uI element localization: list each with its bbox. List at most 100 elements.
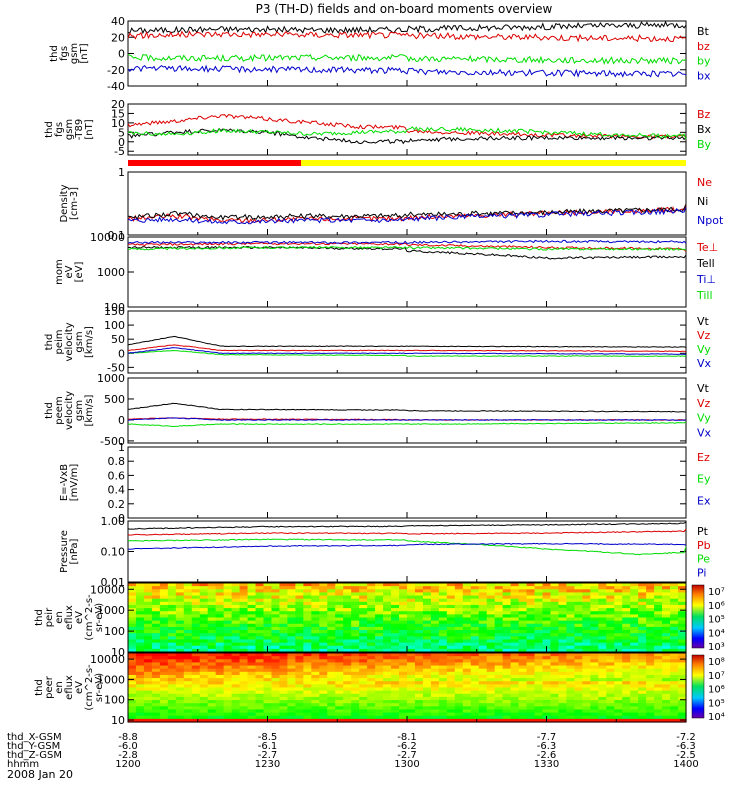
spectrogram-cell: [430, 642, 440, 647]
spectrogram-cell: [558, 633, 568, 637]
spectrogram-cell: [534, 690, 544, 695]
spectrogram-cell: [638, 684, 647, 689]
spectrogram-cell: [343, 706, 352, 711]
spectrogram-cell: [391, 671, 400, 676]
spectrogram-cell: [574, 633, 583, 637]
spectrogram-cell: [526, 611, 536, 615]
spectrogram-cell: [135, 592, 145, 597]
spectrogram-cell: [359, 693, 368, 698]
spectrogram-cell: [279, 642, 289, 647]
spectrogram-cell: [462, 653, 472, 657]
spectrogram-cell: [638, 611, 647, 615]
spectrogram-cell: [303, 589, 312, 594]
spectrogram-cell: [295, 706, 304, 711]
spectrogram-cell: [287, 659, 296, 664]
spectrogram-cell: [622, 668, 631, 673]
spectrogram-cell: [630, 706, 639, 711]
spectrogram-cell: [486, 693, 496, 698]
spectrogram-cell: [494, 592, 504, 597]
spectrogram-cell: [574, 642, 583, 647]
spectrogram-cell: [375, 614, 384, 619]
spectrogram-cell: [263, 583, 273, 587]
x-tick-label: -2.6: [537, 750, 557, 761]
spectrogram-cell: [678, 693, 687, 698]
spectrogram-cell: [167, 653, 177, 657]
spectrogram-cell: [638, 712, 647, 717]
spectrogram-cell: [414, 687, 424, 692]
spectrogram-cell: [359, 715, 368, 720]
spectrogram-cell: [359, 690, 368, 695]
spectrogram-cell: [247, 617, 257, 622]
spectrogram-cell: [167, 598, 177, 603]
spectrogram-cell: [638, 583, 647, 587]
spectrogram-cell: [614, 703, 623, 707]
spectrogram-cell: [662, 674, 671, 679]
spectrogram-cell: [558, 604, 568, 609]
spectrogram-cell: [678, 589, 687, 594]
spectrogram-cell: [295, 608, 304, 612]
spectrogram-cell: [199, 592, 209, 597]
spectrogram-cell: [183, 589, 193, 594]
spectrogram-cell: [614, 645, 623, 650]
spectrogram-cell: [327, 656, 336, 660]
spectrogram-cell: [646, 583, 655, 587]
spectrogram-cell: [670, 718, 679, 723]
spectrogram-cell: [670, 614, 679, 619]
spectrogram-cell: [582, 712, 591, 717]
spectrogram-cell: [159, 693, 169, 698]
spectrogram-cell: [223, 589, 233, 594]
spectrogram-cell: [630, 718, 639, 723]
spectrogram-cell: [143, 642, 153, 647]
spectrogram-cell: [287, 614, 296, 619]
spectrogram-cell: [438, 595, 448, 600]
spectrogram-cell: [263, 633, 273, 637]
spectrogram-cell: [590, 608, 599, 612]
spectrogram-cell: [510, 614, 520, 619]
spectrogram-cell: [135, 715, 145, 720]
spectrogram-cell: [630, 696, 639, 701]
spectrogram-cell: [375, 696, 384, 701]
spectrogram-cell: [151, 712, 161, 717]
spectrogram-cell: [375, 703, 384, 707]
spectrogram-cell: [542, 687, 552, 692]
spectrogram-cell: [255, 583, 265, 587]
spectrogram-cell: [335, 614, 344, 619]
spectrogram-cell: [151, 633, 161, 637]
y-axis-label: [mV/m]: [69, 464, 80, 502]
spectrogram-cell: [638, 595, 647, 600]
spectrogram-cell: [271, 639, 281, 644]
spectrogram-cell: [566, 639, 575, 644]
spectrogram-cell: [247, 674, 257, 679]
spectrogram-cell: [319, 690, 328, 695]
spectrogram-cell: [391, 608, 400, 612]
x-tick-label: -6.3: [537, 741, 557, 752]
y-tick-label: 1000: [97, 673, 125, 686]
spectrogram-cell: [239, 696, 249, 701]
spectrogram-cell: [287, 620, 296, 625]
spectrogram-cell: [207, 703, 217, 707]
spectrogram-cell: [199, 703, 209, 707]
spectrogram-cell: [335, 639, 344, 644]
spectrogram-cell: [518, 709, 528, 714]
spectrogram-cell: [638, 601, 647, 606]
spectrogram-cell: [207, 648, 217, 653]
spectrogram-cell: [375, 665, 384, 670]
spectrogram-cell: [367, 623, 376, 628]
spectrogram-cell: [287, 700, 296, 704]
y-tick-label: 10: [111, 646, 125, 659]
spectrogram-cell: [574, 696, 583, 701]
spectrogram-cell: [231, 636, 241, 641]
spectrogram-cell: [359, 706, 368, 711]
spectrogram-cell: [590, 678, 599, 682]
spectrogram-cell: [670, 630, 679, 634]
spectrogram-cell: [662, 653, 671, 657]
spectrogram-cell: [582, 674, 591, 679]
spectrogram-cell: [207, 620, 217, 625]
spectrogram-cell: [510, 623, 520, 628]
spectrogram-cell: [167, 601, 177, 606]
spectrogram-cell: [606, 706, 615, 711]
legend-bx: Bx: [697, 123, 712, 136]
spectrogram-cell: [271, 592, 281, 597]
spectrogram-cell: [151, 598, 161, 603]
